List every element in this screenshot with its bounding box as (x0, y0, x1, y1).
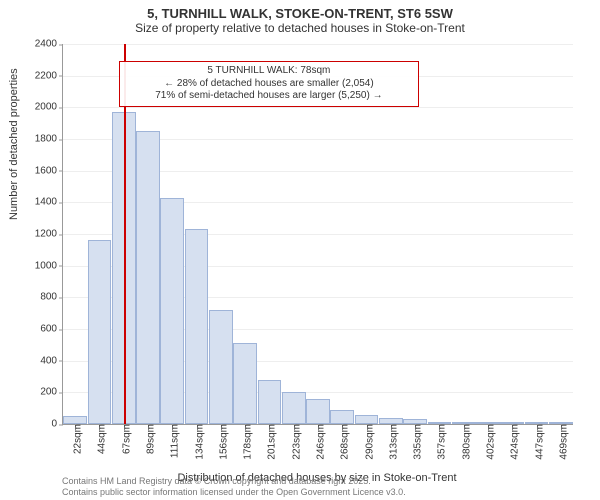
histogram-bar (160, 198, 184, 424)
footer-attribution: Contains HM Land Registry data © Crown c… (62, 476, 406, 498)
x-tick-label: 313sqm (382, 424, 399, 460)
x-tick-label: 290sqm (358, 424, 375, 460)
annotation-line-1: 5 TURNHILL WALK: 78sqm (126, 65, 412, 78)
y-tick-label: 1000 (35, 260, 63, 271)
y-tick-label: 1800 (35, 134, 63, 145)
x-tick-label: 357sqm (431, 424, 448, 460)
x-tick-label: 178sqm (237, 424, 254, 460)
x-tick-label: 469sqm (552, 424, 569, 460)
y-tick-label: 400 (40, 355, 63, 366)
annotation-box: 5 TURNHILL WALK: 78sqm ← 28% of detached… (119, 61, 419, 107)
plot-area: 0200400600800100012001400160018002000220… (62, 44, 573, 425)
gridline (63, 107, 573, 108)
x-tick-label: 402sqm (480, 424, 497, 460)
y-tick-label: 2400 (35, 39, 63, 50)
footer-line-2: Contains public sector information licen… (62, 487, 406, 498)
x-tick-label: 156sqm (212, 424, 229, 460)
annotation-line-3: 71% of semi-detached houses are larger (… (126, 90, 412, 103)
histogram-bar (185, 229, 209, 424)
x-tick-label: 380sqm (455, 424, 472, 460)
histogram-bar (282, 392, 306, 424)
histogram-bar (209, 310, 233, 424)
x-tick-label: 201sqm (261, 424, 278, 460)
x-tick-label: 111sqm (164, 424, 181, 458)
chart-title: 5, TURNHILL WALK, STOKE-ON-TRENT, ST6 5S… (0, 0, 600, 21)
y-tick-label: 1600 (35, 165, 63, 176)
y-tick-label: 200 (40, 387, 63, 398)
x-tick-label: 268sqm (334, 424, 351, 460)
x-tick-label: 89sqm (140, 424, 157, 454)
y-tick-label: 1400 (35, 197, 63, 208)
x-tick-label: 134sqm (188, 424, 205, 460)
histogram-bar (233, 343, 257, 424)
histogram-bar (306, 399, 330, 424)
histogram-bar (63, 416, 87, 424)
y-axis-label: Number of detached properties (8, 68, 20, 220)
y-tick-label: 1200 (35, 229, 63, 240)
x-tick-label: 424sqm (504, 424, 521, 460)
x-tick-label: 44sqm (91, 424, 108, 454)
histogram-bar (136, 131, 160, 424)
y-tick-label: 2200 (35, 70, 63, 81)
y-tick-label: 0 (51, 419, 63, 430)
x-tick-label: 246sqm (310, 424, 327, 460)
y-tick-label: 600 (40, 324, 63, 335)
y-tick-label: 800 (40, 292, 63, 303)
x-tick-label: 335sqm (407, 424, 424, 460)
chart-subtitle: Size of property relative to detached ho… (0, 21, 600, 39)
histogram-bar (355, 415, 379, 425)
x-tick-label: 447sqm (528, 424, 545, 460)
footer-line-1: Contains HM Land Registry data © Crown c… (62, 476, 406, 487)
annotation-line-2: ← 28% of detached houses are smaller (2,… (126, 78, 412, 91)
x-tick-label: 67sqm (115, 424, 132, 454)
y-tick-label: 2000 (35, 102, 63, 113)
chart-container: 5, TURNHILL WALK, STOKE-ON-TRENT, ST6 5S… (0, 0, 600, 500)
x-tick-label: 22sqm (67, 424, 84, 454)
histogram-bar (258, 380, 282, 424)
x-tick-label: 223sqm (285, 424, 302, 460)
histogram-bar (88, 240, 112, 424)
gridline (63, 44, 573, 45)
histogram-bar (330, 410, 354, 424)
